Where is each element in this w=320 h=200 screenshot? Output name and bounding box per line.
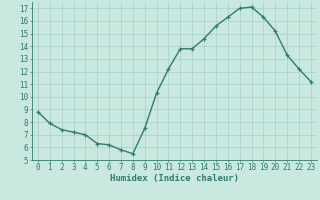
X-axis label: Humidex (Indice chaleur): Humidex (Indice chaleur) <box>110 174 239 183</box>
